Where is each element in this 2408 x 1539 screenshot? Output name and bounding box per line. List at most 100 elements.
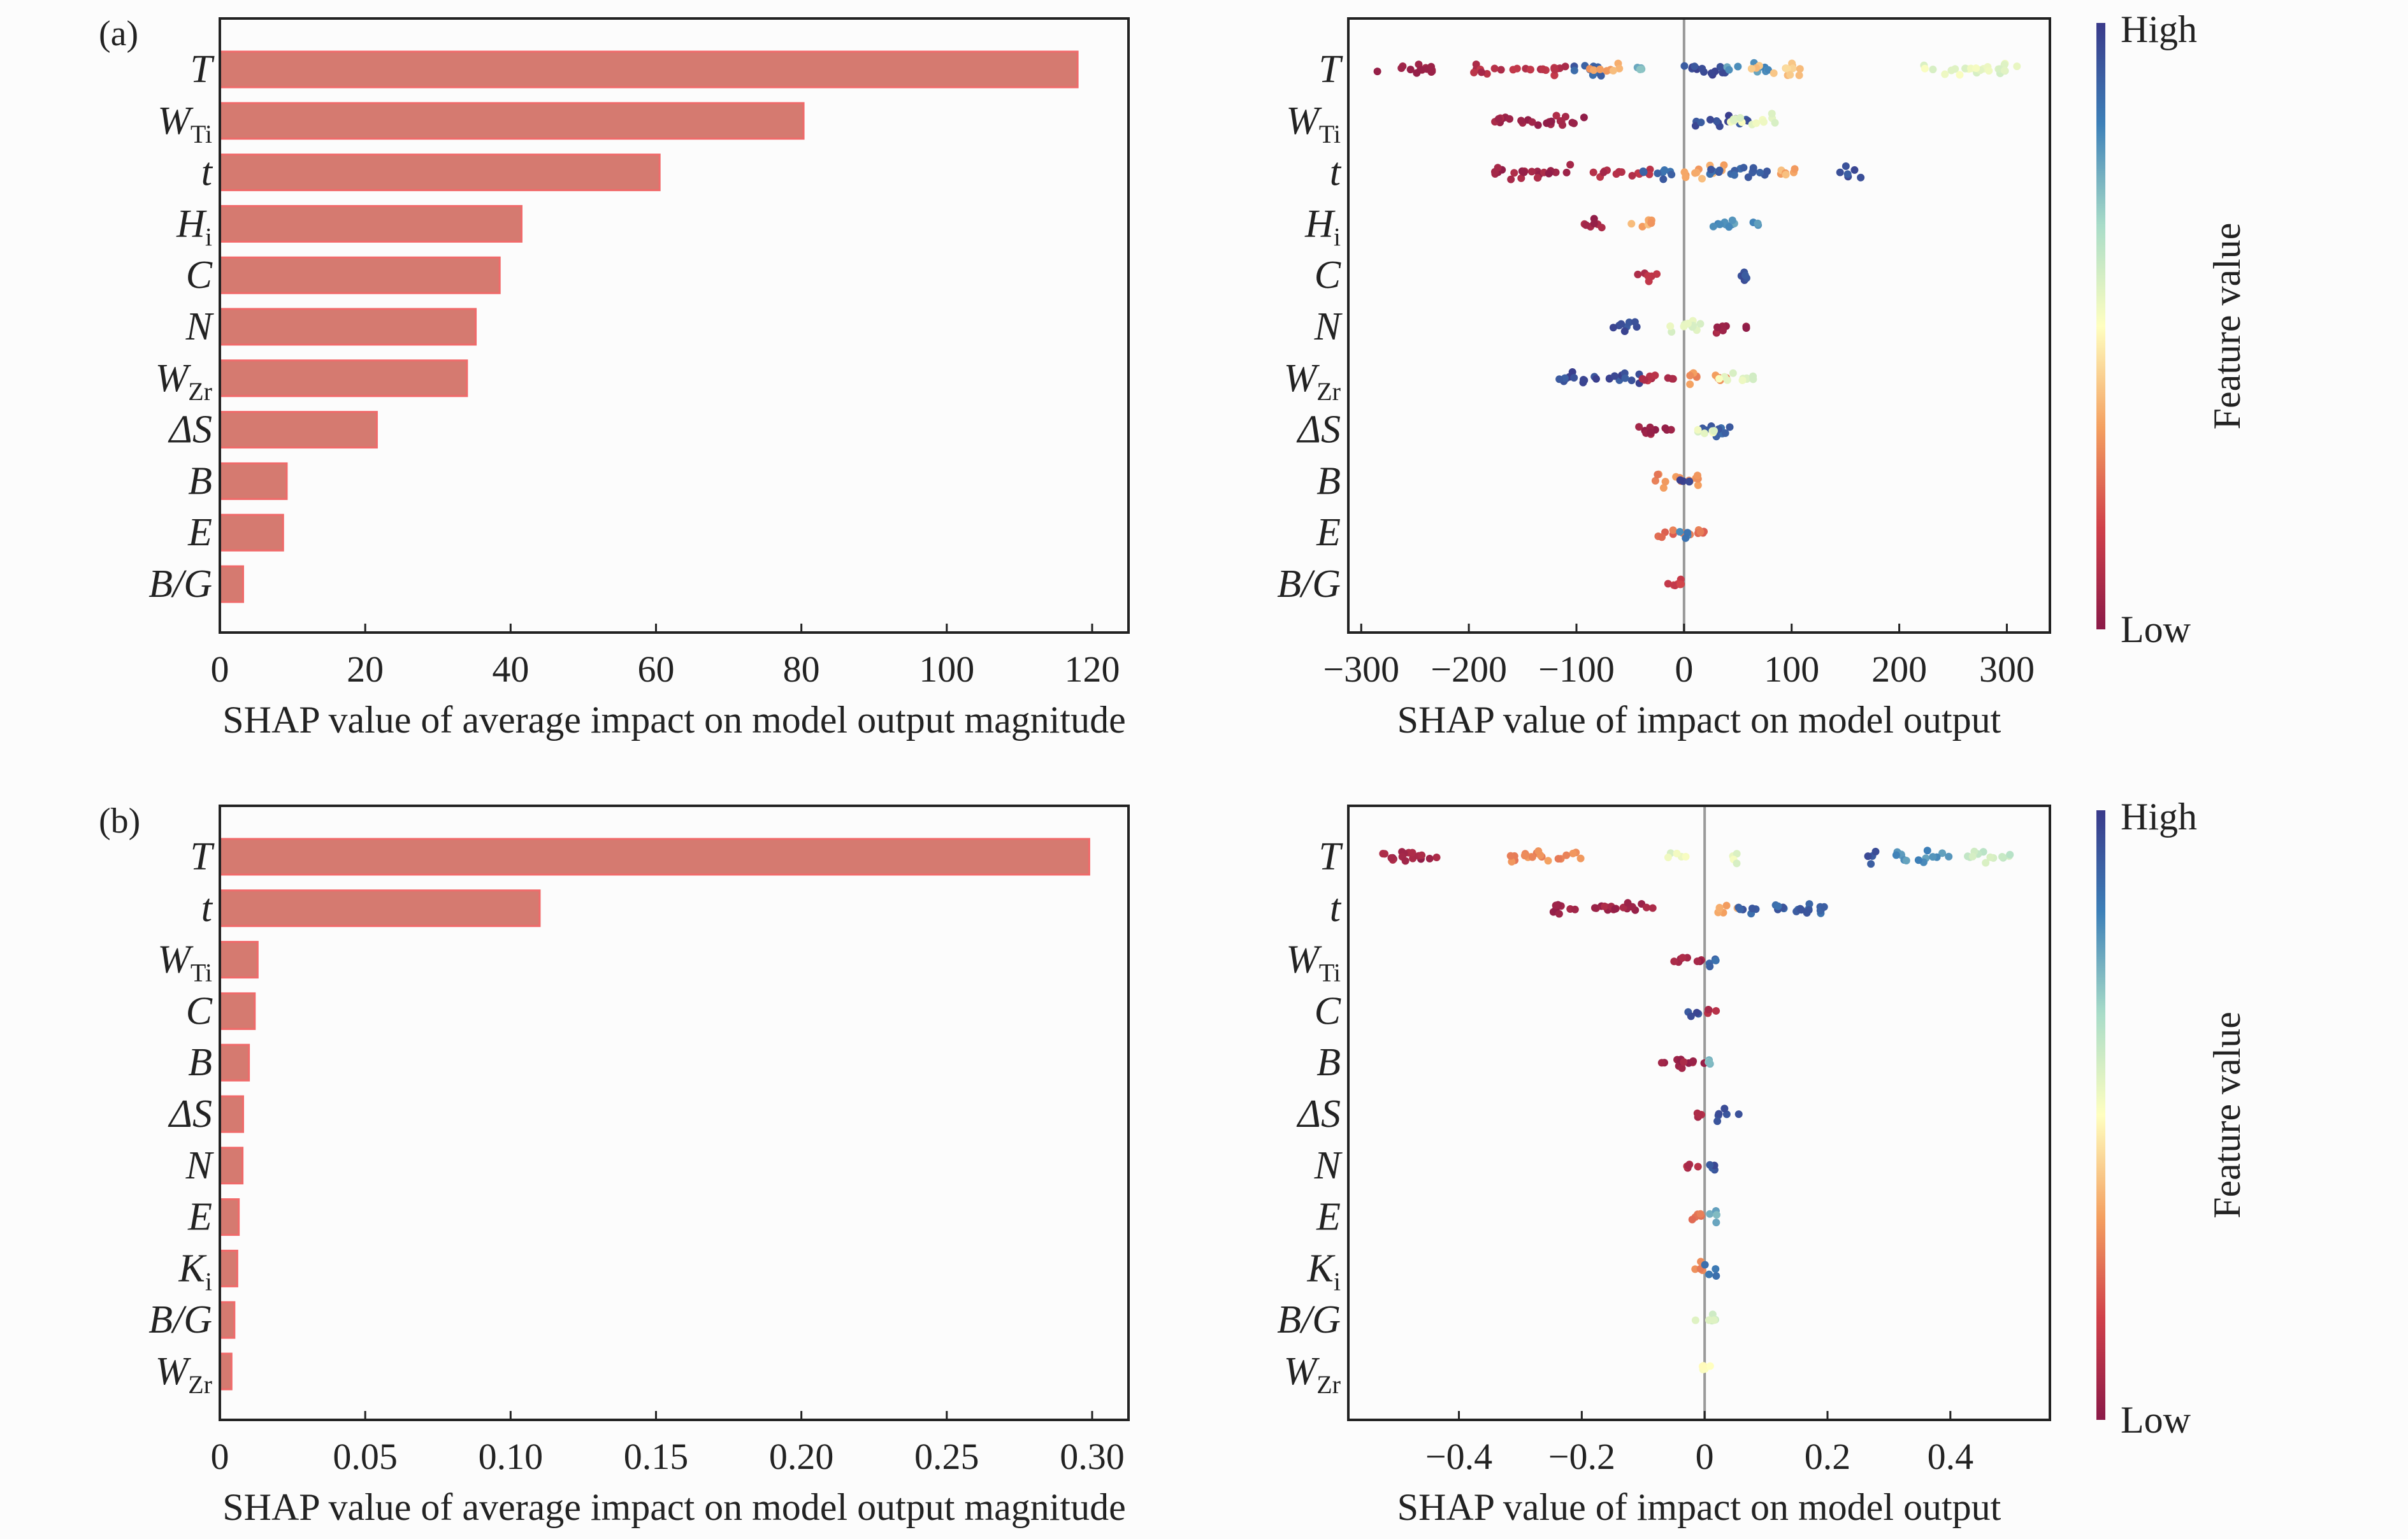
feature-label: B/G bbox=[148, 1298, 212, 1342]
shap-point bbox=[1722, 1110, 1731, 1119]
shap-point bbox=[1635, 423, 1643, 431]
shap-point bbox=[1661, 478, 1669, 486]
shap-point bbox=[1603, 67, 1611, 75]
shap-point bbox=[1820, 903, 1828, 911]
shap-point bbox=[1409, 854, 1417, 863]
bar bbox=[219, 308, 477, 346]
shap-point bbox=[1720, 1105, 1729, 1113]
shap-point bbox=[1648, 904, 1657, 912]
shap-point bbox=[1682, 173, 1690, 182]
shap-point bbox=[1640, 376, 1648, 384]
x-tick-label: −100 bbox=[1538, 648, 1615, 690]
shap-point bbox=[1639, 167, 1647, 175]
shap-point bbox=[1770, 69, 1778, 77]
shap-point bbox=[1734, 1110, 1743, 1119]
shap-point bbox=[1664, 580, 1672, 588]
shap-point bbox=[1589, 168, 1597, 176]
shap-point bbox=[1552, 901, 1560, 910]
x-tick-label: 0.2 bbox=[1805, 1436, 1851, 1477]
chart-panel-0: (a) 0 20 40 60 80 100 120 SHAP value of average … bbox=[99, 14, 1130, 741]
shap-point bbox=[1709, 222, 1717, 231]
shap-point bbox=[1570, 374, 1578, 382]
shap-point bbox=[1638, 222, 1647, 231]
shap-point bbox=[1659, 175, 1668, 183]
shap-point bbox=[1696, 1210, 1705, 1218]
feature-label: ΔS bbox=[1296, 1092, 1341, 1136]
shap-point bbox=[1597, 71, 1605, 80]
bar bbox=[219, 513, 284, 552]
shap-point bbox=[1685, 478, 1694, 486]
shap-point bbox=[1914, 856, 1922, 864]
x-tick-label: 0.20 bbox=[769, 1436, 834, 1477]
axes-frame bbox=[1347, 805, 2051, 1421]
shap-point bbox=[1691, 1316, 1699, 1324]
shap-point bbox=[1617, 168, 1626, 176]
feature-label: E bbox=[187, 511, 212, 554]
feature-label: t bbox=[1330, 151, 1342, 194]
shap-point bbox=[1634, 270, 1642, 278]
bar bbox=[219, 992, 256, 1030]
shap-point bbox=[1701, 1261, 1709, 1269]
shap-point bbox=[1627, 376, 1636, 385]
shap-point bbox=[1590, 66, 1598, 75]
x-tick-label: 0.30 bbox=[1060, 1436, 1125, 1477]
shap-point bbox=[1695, 1111, 1703, 1119]
shap-point bbox=[1972, 64, 1980, 73]
shap-point bbox=[1782, 171, 1790, 179]
shap-point bbox=[1636, 65, 1644, 73]
shap-point bbox=[1741, 271, 1749, 280]
shap-point bbox=[1571, 905, 1579, 913]
x-tick-label: −200 bbox=[1431, 648, 1507, 690]
shap-point bbox=[1694, 471, 1702, 480]
shap-point bbox=[1715, 166, 1724, 175]
shap-point bbox=[1729, 115, 1738, 124]
shap-point bbox=[1730, 171, 1738, 179]
colorbar-label: Feature value bbox=[2206, 223, 2248, 430]
shap-point bbox=[1713, 1211, 1721, 1219]
shap-point bbox=[1698, 64, 1706, 73]
shap-point bbox=[1892, 851, 1900, 859]
shap-point bbox=[1713, 323, 1722, 331]
shap-point bbox=[1418, 851, 1426, 859]
shap-point bbox=[1764, 66, 1772, 74]
feature-label: Ki bbox=[178, 1247, 212, 1296]
shap-point bbox=[1715, 1110, 1723, 1118]
shap-point bbox=[1490, 64, 1499, 73]
shap-point bbox=[1805, 900, 1813, 908]
x-tick-label: 0 bbox=[211, 1436, 229, 1477]
colorbar bbox=[2096, 810, 2105, 1420]
shap-point bbox=[1694, 481, 1702, 489]
shap-point bbox=[1710, 1316, 1719, 1324]
x-tick-label: 80 bbox=[783, 648, 820, 690]
shap-point bbox=[1752, 119, 1761, 127]
feature-label: t bbox=[201, 887, 213, 930]
shap-point bbox=[1520, 852, 1529, 860]
x-tick-label: 300 bbox=[1979, 648, 2035, 690]
x-axis-label: SHAP value of average impact on model ou… bbox=[222, 1486, 1125, 1528]
shap-point bbox=[1736, 905, 1744, 913]
bar bbox=[219, 411, 378, 449]
bar bbox=[219, 1095, 245, 1133]
chart-panel-2: (b) 0 0.05 0.10 0.15 0.20 0.25 0.30 SHAP value o… bbox=[99, 801, 1130, 1528]
shap-point bbox=[1733, 859, 1741, 868]
shap-point bbox=[1705, 1270, 1713, 1278]
shap-point bbox=[1687, 1012, 1695, 1020]
shap-point bbox=[1982, 859, 1990, 867]
shap-point bbox=[1713, 1117, 1722, 1126]
feature-label: E bbox=[1316, 511, 1341, 554]
x-axis-label: SHAP value of average impact on model ou… bbox=[222, 699, 1125, 741]
shap-point bbox=[1387, 854, 1395, 862]
shap-point bbox=[1520, 168, 1528, 176]
shap-point bbox=[1507, 175, 1515, 183]
shap-point bbox=[2000, 66, 2008, 75]
shap-point bbox=[1610, 372, 1619, 380]
shap-point bbox=[1599, 168, 1608, 176]
panel-label: (a) bbox=[99, 14, 138, 54]
shap-point bbox=[1678, 1064, 1686, 1072]
shap-point bbox=[1697, 118, 1705, 127]
x-tick-label: 0.15 bbox=[624, 1436, 689, 1477]
shap-point bbox=[1742, 324, 1750, 333]
shap-point bbox=[1700, 429, 1708, 438]
shap-point bbox=[1696, 320, 1705, 328]
shap-point bbox=[1627, 220, 1636, 228]
